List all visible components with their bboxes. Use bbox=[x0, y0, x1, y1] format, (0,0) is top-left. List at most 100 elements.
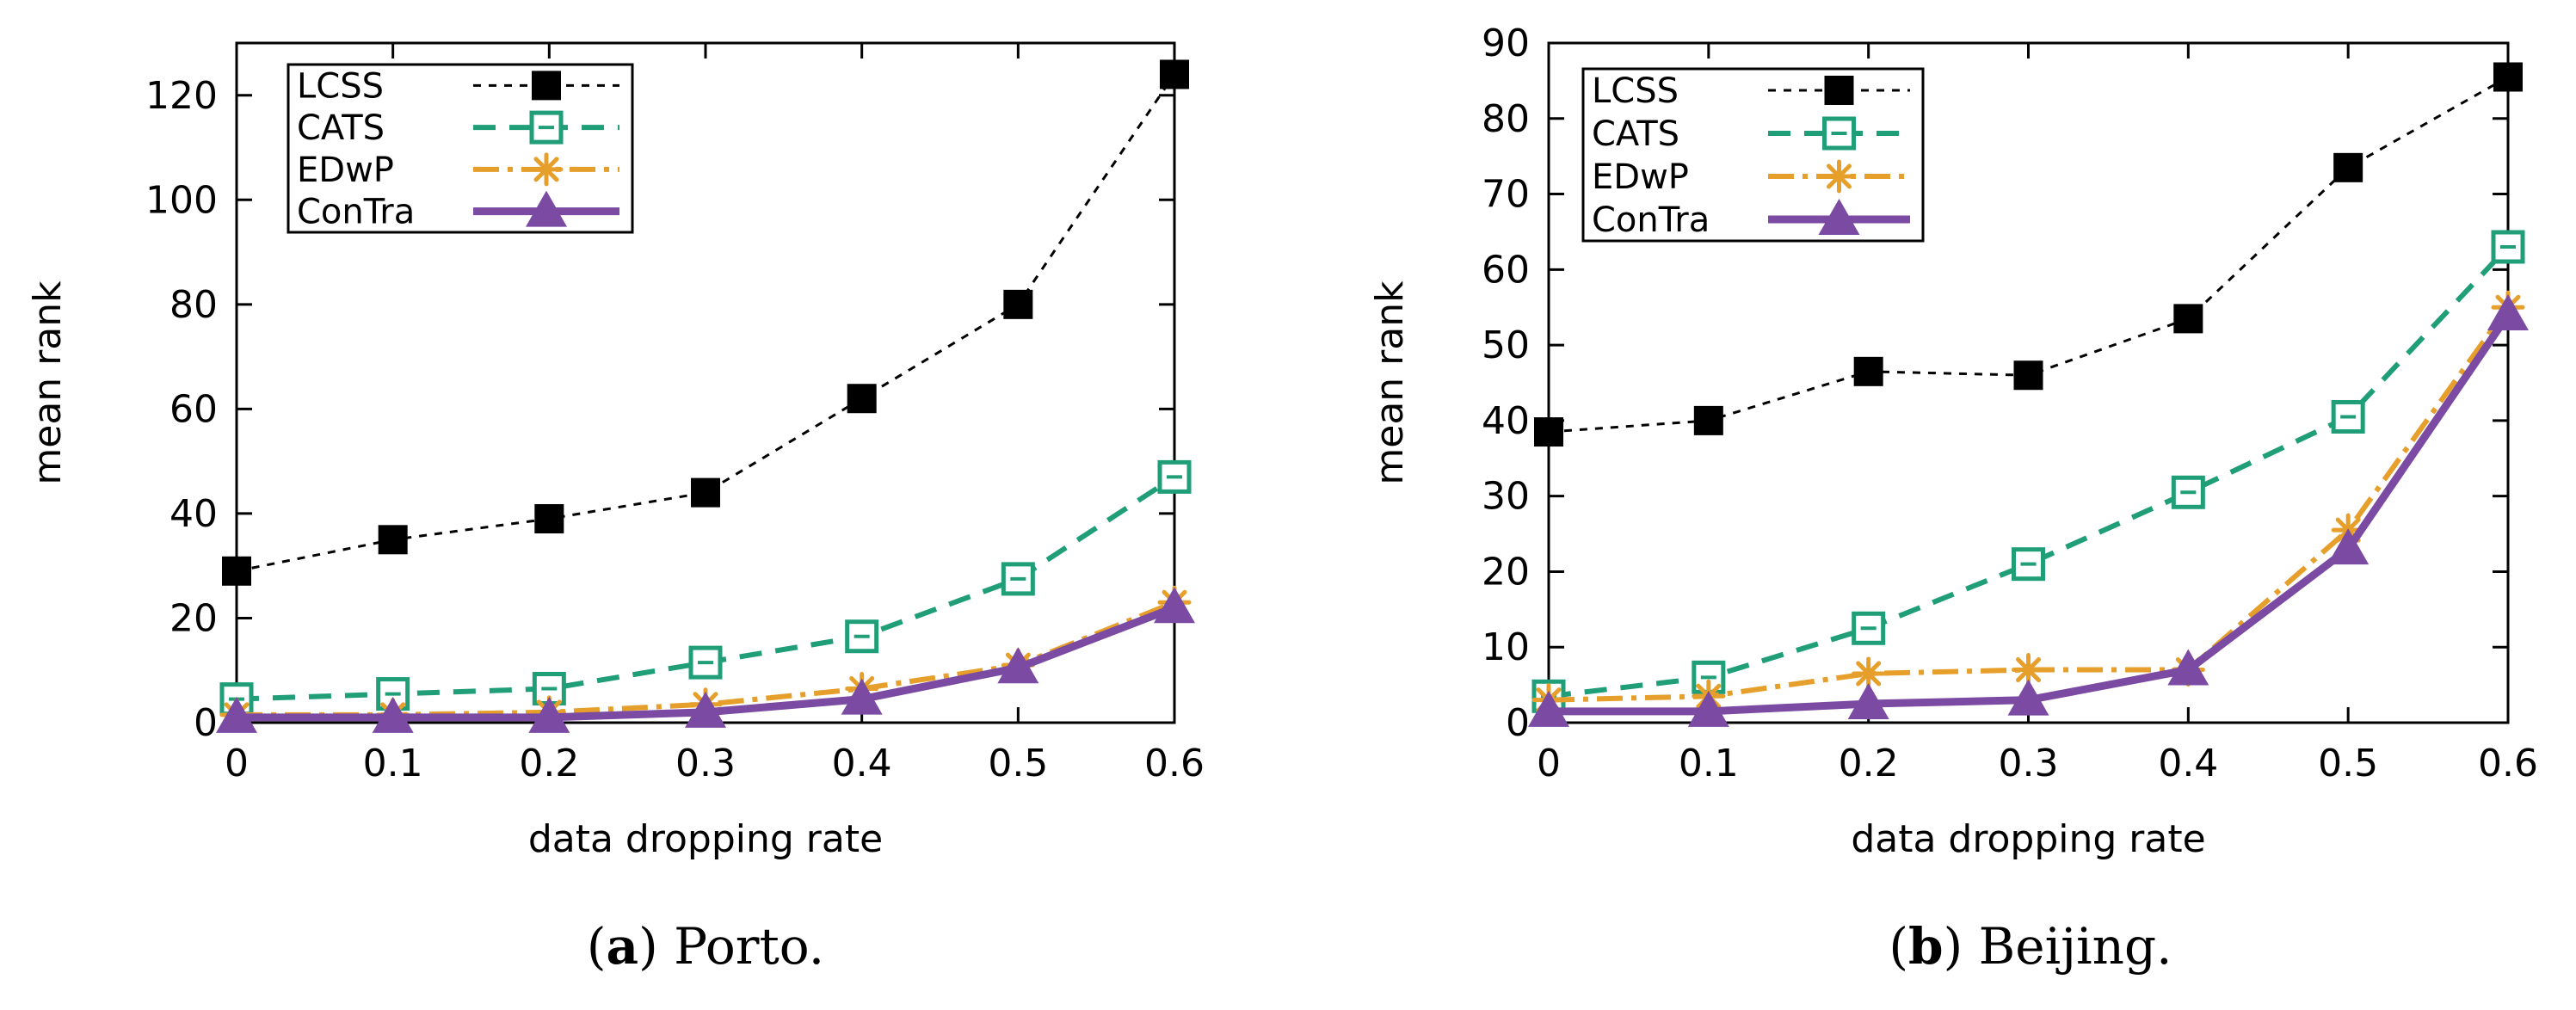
legend-marker-lcss bbox=[1824, 76, 1854, 105]
data-point-cats bbox=[2171, 475, 2205, 509]
data-point-lcss bbox=[2333, 152, 2363, 182]
legend-marker-contra bbox=[1818, 199, 1860, 235]
data-point-contra bbox=[2007, 679, 2049, 716]
y-tick-label: 80 bbox=[1482, 97, 1530, 141]
series-line-cats bbox=[1548, 244, 2511, 699]
legend-label: CATS bbox=[297, 108, 385, 148]
data-point-lcss bbox=[2493, 62, 2523, 92]
data-point-lcss bbox=[847, 384, 877, 414]
y-tick-label: 40 bbox=[1482, 399, 1530, 443]
data-point-contra bbox=[841, 678, 883, 715]
legend-marker-edwp bbox=[529, 152, 564, 187]
legend-marker-cats bbox=[1822, 116, 1856, 151]
data-point-lcss bbox=[2013, 360, 2043, 391]
x-tick-label: 0.6 bbox=[1144, 742, 1205, 785]
y-tick-label: 20 bbox=[169, 596, 218, 640]
data-point-lcss bbox=[222, 556, 251, 586]
x-tick-label: 0.4 bbox=[832, 742, 892, 785]
x-tick-label: 0.1 bbox=[1679, 742, 1739, 785]
x-axis-label: data dropping rate bbox=[1851, 817, 2205, 861]
legend-marker-contra bbox=[526, 190, 567, 227]
y-tick-label: 70 bbox=[1482, 173, 1530, 217]
data-point-contra bbox=[216, 696, 257, 733]
y-tick-label: 120 bbox=[145, 74, 218, 118]
data-point-lcss bbox=[1003, 289, 1033, 319]
caption-letter: b bbox=[1908, 917, 1944, 976]
y-tick-label: 90 bbox=[1482, 22, 1530, 65]
data-point-cats bbox=[1001, 562, 1035, 596]
data-point-cats bbox=[845, 619, 879, 654]
data-point-lcss bbox=[378, 525, 408, 555]
data-point-lcss bbox=[691, 477, 720, 508]
y-tick-label: 50 bbox=[1482, 323, 1530, 367]
legend-box bbox=[287, 63, 634, 234]
legend-label: LCSS bbox=[1592, 71, 1679, 111]
y-tick-label: 0 bbox=[194, 701, 218, 745]
data-point-cats bbox=[1157, 459, 1192, 494]
legend-marker-edwp bbox=[1822, 159, 1856, 194]
x-tick-label: 0.1 bbox=[363, 742, 423, 785]
x-tick-label: 0.2 bbox=[519, 742, 579, 785]
x-tick-label: 0.3 bbox=[1999, 742, 2059, 785]
data-point-cats bbox=[1852, 611, 1886, 645]
x-tick-label: 0.2 bbox=[1839, 742, 1899, 785]
x-tick-label: 0.5 bbox=[988, 742, 1048, 785]
data-point-lcss bbox=[534, 504, 564, 533]
panel-caption: (b) Beijing. bbox=[1889, 917, 2172, 976]
x-tick-label: 0 bbox=[1537, 742, 1561, 785]
panel-porto: 0 20 40 60 80 100 120 0 0.1 0.2 0.3 0.4 0.5 0.6 mean r… bbox=[26, 41, 1205, 976]
y-tick-label: 10 bbox=[1482, 625, 1530, 669]
legend-label: LCSS bbox=[297, 66, 384, 106]
legend-label: EDwP bbox=[1592, 157, 1689, 197]
y-tick-label: 20 bbox=[1482, 550, 1530, 594]
data-point-cats bbox=[2012, 547, 2045, 582]
data-point-contra bbox=[1847, 683, 1889, 720]
y-tick-label: 60 bbox=[1482, 248, 1530, 292]
data-point-cats bbox=[688, 645, 723, 680]
data-point-lcss bbox=[1534, 417, 1563, 447]
data-point-lcss bbox=[2173, 304, 2203, 334]
legend-label: ConTra bbox=[1592, 200, 1710, 240]
legend-box bbox=[1581, 67, 1925, 243]
data-point-lcss bbox=[1693, 405, 1723, 435]
caption-letter: a bbox=[607, 917, 639, 976]
x-tick-label: 0.6 bbox=[2478, 742, 2538, 785]
data-point-edwp bbox=[2012, 653, 2045, 687]
data-point-contra bbox=[2167, 649, 2209, 686]
panel-caption: (a) Porto. bbox=[587, 917, 824, 976]
x-tick-label: 0.3 bbox=[675, 742, 736, 785]
y-tick-label: 40 bbox=[169, 492, 218, 536]
y-tick-label: 60 bbox=[169, 387, 218, 431]
y-tick-label: 30 bbox=[1482, 475, 1530, 519]
data-point-contra bbox=[685, 691, 726, 728]
legend-marker-cats bbox=[529, 110, 564, 145]
data-point-contra bbox=[2487, 294, 2529, 330]
caption-text: Beijing. bbox=[1979, 917, 2172, 976]
data-point-contra bbox=[2327, 528, 2370, 565]
data-point-contra bbox=[997, 647, 1039, 684]
legend-label: EDwP bbox=[297, 151, 394, 190]
y-axis-label: mean rank bbox=[1368, 280, 1412, 485]
y-tick-label: 80 bbox=[169, 283, 218, 327]
y-tick-label: 100 bbox=[145, 178, 218, 222]
data-point-contra bbox=[372, 696, 414, 733]
data-point-contra bbox=[1528, 690, 1569, 727]
data-point-lcss bbox=[1853, 356, 1883, 386]
x-axis-label: data dropping rate bbox=[528, 817, 883, 861]
x-tick-label: 0.4 bbox=[2158, 742, 2218, 785]
y-tick-label: 0 bbox=[1506, 701, 1530, 745]
data-point-cats bbox=[2331, 400, 2365, 434]
data-point-lcss bbox=[1160, 59, 1189, 89]
caption-text: Porto. bbox=[674, 917, 824, 976]
x-tick-label: 0.5 bbox=[2318, 742, 2378, 785]
legend-label: ConTra bbox=[297, 193, 415, 232]
panel-beijing: 0 10 20 30 40 50 60 70 80 90 0 0.1 0.2 0.3 0.4 0.5 0.6 me… bbox=[1368, 22, 2538, 976]
legend-marker-lcss bbox=[532, 71, 561, 101]
data-point-contra bbox=[1154, 587, 1195, 624]
data-point-edwp bbox=[1852, 656, 1886, 691]
legend-label: CATS bbox=[1592, 114, 1679, 154]
data-point-contra bbox=[1687, 690, 1729, 727]
x-tick-label: 0 bbox=[225, 742, 249, 785]
data-point-contra bbox=[528, 696, 570, 733]
